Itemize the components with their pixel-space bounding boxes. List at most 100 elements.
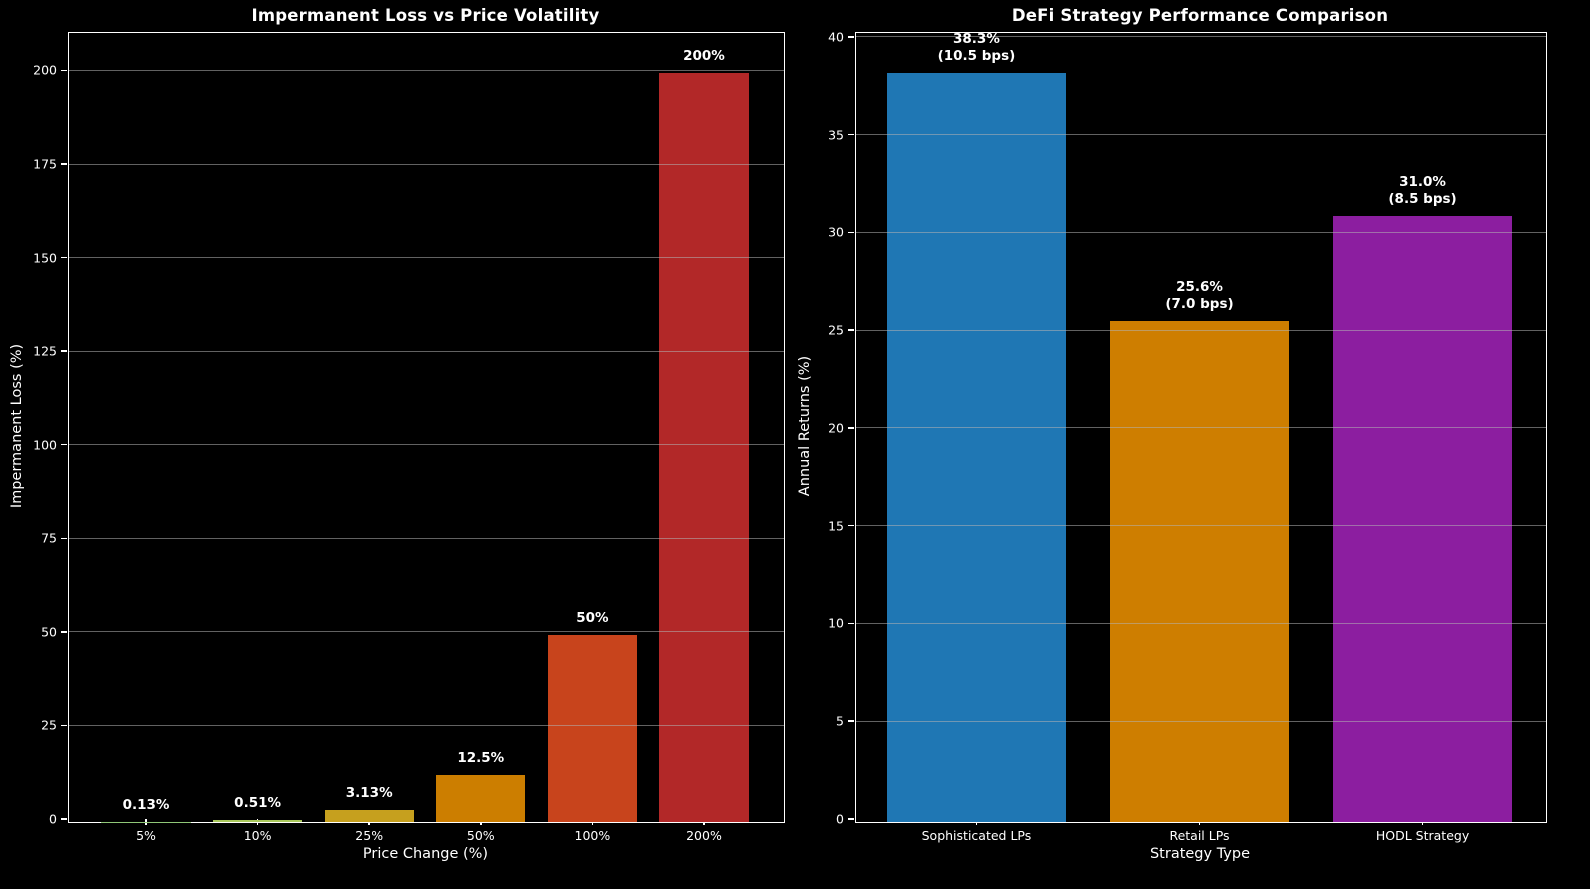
y-tick-label: 25 xyxy=(828,322,844,338)
bar-value-label-line: 25.6% xyxy=(1176,279,1223,296)
y-tick xyxy=(848,231,854,234)
y-tick-label: 35 xyxy=(828,127,844,143)
bar-10% xyxy=(212,820,303,822)
bar-value-label: 25.6% (7.0 bps) xyxy=(1165,279,1233,313)
right-chart-ylabel: Annual Returns (%) xyxy=(797,355,813,497)
y-tick xyxy=(61,69,67,72)
gridline xyxy=(856,36,1546,38)
x-tick xyxy=(591,819,594,825)
bar-value-label: 0.51% xyxy=(234,795,281,812)
gridline xyxy=(856,329,1546,331)
gridline xyxy=(69,69,784,71)
bar-value-label-line: (7.0 bps) xyxy=(1165,296,1234,313)
y-tick-label: 0 xyxy=(836,811,844,827)
left-chart-xlabel: Price Change (%) xyxy=(362,846,489,862)
y-tick xyxy=(848,427,854,429)
y-tick xyxy=(61,163,67,165)
gridline xyxy=(856,231,1546,233)
bar-value-label: 50% xyxy=(576,610,608,627)
x-tick-label: 50% xyxy=(466,828,495,843)
bar-200% xyxy=(659,73,749,822)
gridline xyxy=(69,724,784,726)
gridline xyxy=(69,350,784,352)
bar-value-label-line: 0.51% xyxy=(234,795,282,812)
bar-value-label: 38.3% (10.5 bps) xyxy=(938,31,1016,65)
x-tick-label: HODL Strategy xyxy=(1375,828,1470,843)
y-tick xyxy=(61,256,67,259)
right-chart-xlabel: Strategy Type xyxy=(1149,846,1251,862)
y-tick-label: 0 xyxy=(49,811,57,827)
y-tick-label: 40 xyxy=(828,29,844,45)
x-tick xyxy=(1421,819,1424,825)
y-tick-label: 175 xyxy=(33,156,57,172)
left-chart-plot-area: 0 25 50 75 100 125 150 175 200 5% 0.13% 10% 0.51% 25%… xyxy=(33,32,785,843)
bar-value-label: 12.5% xyxy=(457,750,504,767)
y-tick-label: 75 xyxy=(41,530,57,546)
x-tick xyxy=(256,819,259,825)
y-tick-label: 200 xyxy=(33,62,57,78)
x-tick xyxy=(703,819,705,825)
x-tick xyxy=(145,819,147,825)
bar-value-label-line: 12.5% xyxy=(457,750,505,767)
x-tick xyxy=(1198,819,1201,825)
left-chart-ylabel: Impermanent Loss (%) xyxy=(9,343,25,509)
gridline xyxy=(69,444,784,446)
bar-value-label-line: (8.5 bps) xyxy=(1388,190,1457,207)
gridline xyxy=(69,631,784,633)
y-tick-label: 50 xyxy=(41,624,57,640)
bar-Sophisticated LPs xyxy=(887,73,1066,822)
left-chart-title: Impermanent Loss vs Price Volatility xyxy=(251,6,600,25)
bar-value-label-line: 0.13% xyxy=(122,796,170,813)
y-tick-label: 125 xyxy=(33,343,57,359)
y-tick xyxy=(848,36,854,38)
y-tick xyxy=(848,622,854,625)
y-tick-label: 15 xyxy=(828,518,844,534)
y-tick xyxy=(61,631,67,633)
gridline xyxy=(856,622,1546,624)
y-tick xyxy=(61,350,67,352)
x-tick xyxy=(480,819,482,825)
gridline xyxy=(856,720,1546,722)
y-tick xyxy=(848,818,854,820)
y-tick-label: 150 xyxy=(33,250,57,266)
bar-value-label-line: 50% xyxy=(576,609,609,626)
x-tick-label: Retail LPs xyxy=(1169,828,1230,843)
y-tick xyxy=(848,133,854,136)
y-tick-label: 30 xyxy=(828,224,844,240)
gridline xyxy=(69,163,784,165)
gridline xyxy=(69,537,784,539)
bar-value-label: 31.0% (8.5 bps) xyxy=(1388,174,1456,208)
bar-Retail LPs xyxy=(1110,321,1289,822)
right-chart-title: DeFi Strategy Performance Comparison xyxy=(1011,6,1389,25)
y-tick-label: 5 xyxy=(836,713,844,729)
y-tick xyxy=(848,329,854,331)
y-tick xyxy=(848,720,854,722)
bar-25% xyxy=(324,810,414,822)
x-tick-label: 5% xyxy=(136,828,156,843)
y-tick xyxy=(61,724,67,727)
gridline xyxy=(856,134,1546,136)
bar-100% xyxy=(547,634,638,822)
y-tick-label: 10 xyxy=(828,615,844,631)
y-tick xyxy=(61,443,67,446)
gridline xyxy=(69,257,784,259)
bar-value-label-line: 38.3% xyxy=(953,31,1000,48)
gridline xyxy=(856,427,1546,429)
bar-value-label-line: 3.13% xyxy=(345,785,393,802)
x-tick xyxy=(975,819,978,825)
y-tick-label: 25 xyxy=(41,717,57,733)
bar-value-label: 0.13% xyxy=(123,797,170,814)
x-tick-label: 100% xyxy=(574,828,611,843)
y-tick xyxy=(848,524,854,527)
x-tick-label: Sophisticated LPs xyxy=(921,828,1032,843)
gridline xyxy=(856,525,1546,527)
x-tick xyxy=(368,819,370,825)
bar-HODL Strategy xyxy=(1333,215,1512,822)
x-tick-label: 25% xyxy=(355,828,384,843)
x-tick-label: 200% xyxy=(686,828,722,843)
y-tick xyxy=(61,818,67,820)
bar-value-label-line: 31.0% xyxy=(1399,173,1446,190)
y-tick-label: 100 xyxy=(33,437,57,453)
y-tick-label: 20 xyxy=(828,420,844,436)
bar-value-label-line: (10.5 bps) xyxy=(937,48,1016,65)
